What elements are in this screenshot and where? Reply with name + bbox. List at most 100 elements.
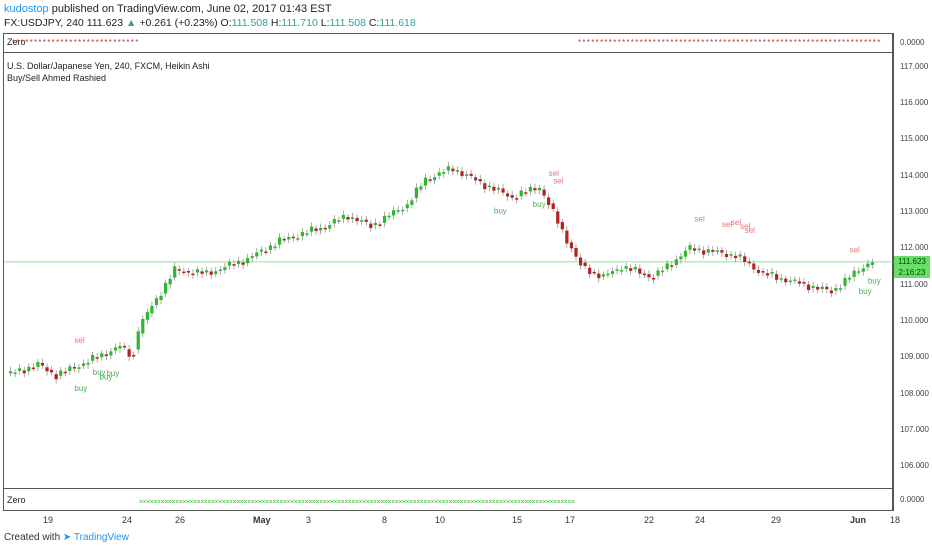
- top-pane-marker: *: [25, 38, 28, 47]
- top-pane-marker: *: [692, 38, 695, 47]
- candle-body: [232, 264, 236, 266]
- candle-body: [496, 187, 501, 190]
- bottom-pane-marker: ×: [531, 499, 535, 506]
- top-pane-marker: *: [833, 38, 836, 47]
- top-pane-axis-value: 0.0000: [900, 38, 925, 47]
- top-pane-marker: *: [12, 38, 15, 47]
- candle-body: [68, 366, 72, 371]
- top-pane-marker: *: [714, 38, 717, 47]
- candle-body: [132, 354, 136, 357]
- bottom-pane-marker: ×: [560, 499, 564, 506]
- indicator-title: Buy/Sell Ahmed Rashied: [7, 73, 107, 83]
- top-pane-marker: *: [16, 38, 19, 47]
- top-pane-marker: *: [65, 38, 68, 47]
- y-tick-label: 109.000: [900, 352, 929, 362]
- bottom-pane-marker: ×: [164, 499, 168, 506]
- top-pane-marker: *: [846, 38, 849, 47]
- bottom-pane-marker: ×: [423, 499, 427, 506]
- top-pane-marker: *: [118, 38, 121, 47]
- candle-body: [159, 295, 163, 301]
- candle-body: [688, 245, 692, 250]
- y-tick-label: 114.000: [900, 170, 929, 180]
- bottom-pane-marker: ×: [211, 499, 215, 506]
- y-tick-label: 107.000: [900, 424, 929, 434]
- price-axis[interactable]: [893, 33, 932, 511]
- top-pane-marker: *: [706, 38, 709, 47]
- candle-body: [642, 273, 646, 276]
- top-pane-marker: *: [745, 38, 748, 47]
- bottom-pane-marker: ×: [524, 499, 528, 506]
- main-price-pane[interactable]: [3, 52, 893, 488]
- candle-body: [734, 255, 738, 259]
- top-pane-marker: *: [34, 38, 37, 47]
- author-link[interactable]: kudostop: [4, 3, 49, 15]
- x-tick-label: 19: [43, 515, 54, 525]
- candle-body: [264, 251, 268, 253]
- zero-pane-bottom[interactable]: [3, 488, 893, 511]
- bottom-pane-marker: ×: [269, 499, 273, 506]
- candle-body: [601, 274, 605, 277]
- bottom-pane-marker: ×: [276, 499, 280, 506]
- candle-body: [487, 185, 491, 188]
- top-pane-marker: *: [122, 38, 125, 47]
- candle-body: [633, 266, 637, 270]
- candle-body: [287, 236, 291, 240]
- bottom-pane-marker: ×: [240, 499, 244, 506]
- bottom-pane-marker: ×: [351, 499, 355, 506]
- candle-body: [86, 362, 90, 365]
- candle-body: [241, 262, 245, 265]
- y-tick-label: 111.000: [900, 279, 928, 289]
- bottom-pane-marker: ×: [290, 499, 294, 506]
- candle-body: [305, 233, 309, 235]
- candle-body: [360, 220, 364, 222]
- candle-body: [825, 286, 829, 290]
- candle-body: [205, 270, 209, 273]
- bottom-pane-marker: ×: [373, 499, 377, 506]
- candle-body: [314, 228, 318, 232]
- candle-body: [81, 363, 86, 366]
- bottom-pane-marker: ×: [193, 499, 197, 506]
- candle-body: [692, 248, 697, 251]
- top-pane-marker: *: [666, 38, 669, 47]
- zero-pane-top[interactable]: [3, 33, 893, 52]
- top-pane-marker: *: [109, 38, 112, 47]
- candle-body: [806, 284, 811, 290]
- candle-body: [218, 269, 222, 272]
- candle-body: [91, 354, 95, 361]
- y-tick-label: 106.000: [900, 461, 929, 471]
- candle-body: [164, 283, 168, 294]
- open-label: O:: [220, 17, 232, 29]
- candle-body: [510, 195, 514, 198]
- sell-signal-label: sel: [74, 336, 84, 345]
- top-pane-marker: *: [785, 38, 788, 47]
- open-value: 111.508: [231, 17, 268, 29]
- candle-body: [332, 219, 336, 224]
- candle-body: [519, 190, 523, 197]
- top-pane-marker: *: [675, 38, 678, 47]
- candle-body: [282, 238, 286, 241]
- candle-body: [697, 248, 701, 251]
- bottom-pane-marker: ×: [391, 499, 395, 506]
- candle-body: [22, 370, 26, 374]
- bottom-pane-marker: ×: [297, 499, 301, 506]
- top-pane-marker: *: [750, 38, 753, 47]
- candle-body: [186, 271, 190, 273]
- candle-body: [72, 367, 76, 369]
- candle-body: [464, 174, 469, 176]
- top-pane-marker: *: [47, 38, 50, 47]
- candle-body: [18, 368, 22, 371]
- top-pane-marker: *: [670, 38, 673, 47]
- bottom-pane-marker: ×: [513, 499, 517, 506]
- low-label: L:: [320, 17, 330, 29]
- countdown-tag: 2:16:23: [894, 267, 930, 278]
- candle-body: [711, 249, 715, 252]
- candle-body: [533, 188, 537, 191]
- bottom-pane-marker: ×: [506, 499, 510, 506]
- bottom-pane-marker: ×: [146, 499, 150, 506]
- tradingview-brand[interactable]: TradingView: [73, 532, 129, 543]
- top-pane-marker: *: [684, 38, 687, 47]
- top-pane-marker: *: [816, 38, 819, 47]
- candle-body: [588, 267, 592, 275]
- bottom-pane-marker: ×: [251, 499, 255, 506]
